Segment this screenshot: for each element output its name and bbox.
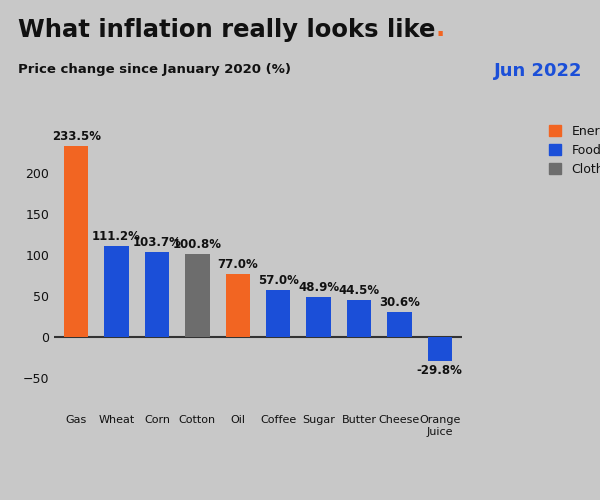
Bar — [387, 312, 412, 337]
Bar — [64, 146, 88, 337]
Text: 48.9%: 48.9% — [298, 280, 339, 293]
Bar — [428, 337, 452, 361]
Text: 100.8%: 100.8% — [173, 238, 222, 251]
Bar — [145, 252, 169, 337]
Text: Price change since January 2020 (%): Price change since January 2020 (%) — [18, 62, 291, 76]
Legend: Energy, Food, Clothing: Energy, Food, Clothing — [545, 121, 600, 180]
Bar — [226, 274, 250, 337]
Text: -29.8%: -29.8% — [417, 364, 463, 378]
Text: What inflation really looks like: What inflation really looks like — [18, 18, 436, 42]
Text: 44.5%: 44.5% — [338, 284, 380, 297]
Bar — [347, 300, 371, 337]
Text: 103.7%: 103.7% — [133, 236, 181, 248]
Text: 30.6%: 30.6% — [379, 296, 420, 308]
Text: 77.0%: 77.0% — [217, 258, 258, 270]
Bar — [185, 254, 209, 337]
Text: Jun 2022: Jun 2022 — [493, 62, 582, 80]
Bar — [307, 297, 331, 337]
Text: 57.0%: 57.0% — [258, 274, 299, 287]
Bar — [104, 246, 129, 337]
Text: 233.5%: 233.5% — [52, 130, 101, 142]
Text: 111.2%: 111.2% — [92, 230, 141, 242]
Bar — [266, 290, 290, 337]
Text: .: . — [436, 18, 445, 42]
